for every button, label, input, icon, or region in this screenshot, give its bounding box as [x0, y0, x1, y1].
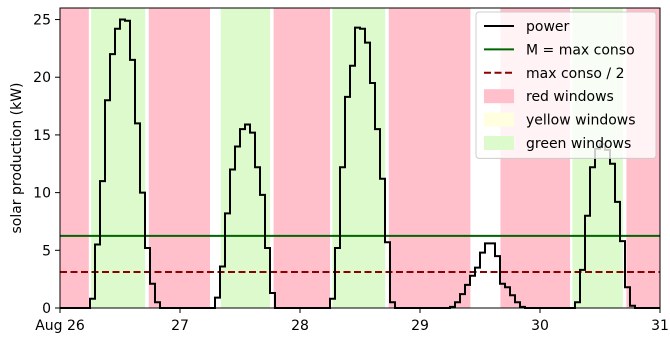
axes: Aug 26 27 28 29 30 31 0 5 10 15 20 25: [33, 7, 669, 334]
red-window-band-4: [273, 8, 330, 308]
legend-label-3: red windows: [526, 89, 614, 105]
y-tick-label-0: 0: [42, 301, 51, 317]
red-window-band-0: [60, 8, 89, 308]
legend: power M = max conso max conso / 2 red windo…: [475, 11, 657, 159]
x-tick-label-2: 28: [291, 318, 309, 334]
legend-label-0: power: [526, 19, 570, 35]
x-tick-label-1: 27: [171, 318, 189, 334]
reference-lines: [60, 234, 660, 273]
legend-swatch-3: [484, 89, 514, 104]
y-axis-label: solar production (kW): [9, 82, 25, 233]
legend-label-4: yellow windows: [526, 113, 636, 129]
y-tick-label-4: 20: [33, 70, 51, 86]
red-window-band-6: [388, 8, 471, 308]
red-window-band-2: [148, 8, 210, 308]
x-tick-label-3: 29: [411, 318, 429, 334]
y-tick-label-1: 5: [42, 243, 51, 259]
legend-label-5: green windows: [526, 136, 631, 152]
y-tick-label-3: 15: [33, 128, 51, 144]
y-tick-label-5: 25: [33, 13, 51, 29]
green-window-band-5: [332, 8, 386, 308]
x-tick-label-4: 30: [531, 318, 549, 334]
x-tick-label-0: Aug 26: [35, 318, 85, 334]
green-window-band-1: [91, 8, 146, 308]
legend-label-1: M = max conso: [526, 42, 635, 58]
plot-frame: [59, 7, 661, 309]
y-tick-label-2: 10: [33, 186, 51, 202]
legend-label-2: max conso / 2: [526, 66, 624, 82]
legend-swatch-5: [484, 136, 514, 150]
legend-box: [475, 11, 657, 159]
x-tick-label-5: 31: [651, 318, 669, 334]
green-window-band-3: [220, 8, 270, 308]
legend-swatch-4: [484, 112, 514, 127]
